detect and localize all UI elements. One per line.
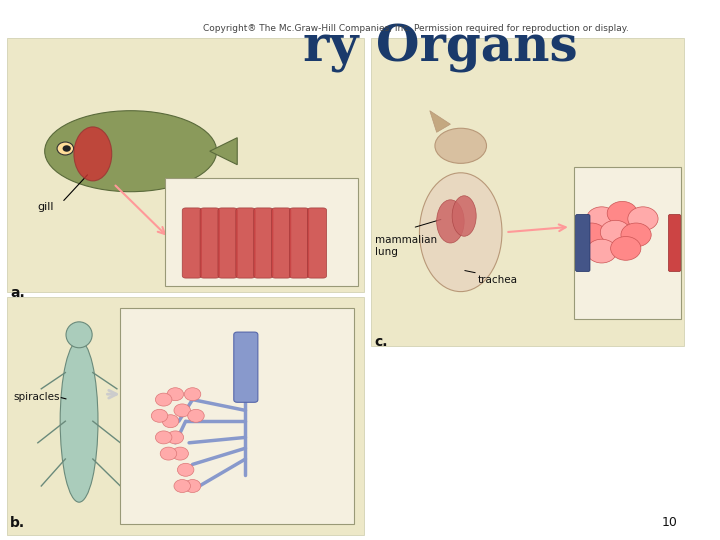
Circle shape [151,409,168,422]
Circle shape [587,239,617,263]
FancyBboxPatch shape [234,332,258,402]
Polygon shape [430,111,451,132]
FancyBboxPatch shape [372,38,684,346]
Text: CO: CO [318,362,333,372]
FancyBboxPatch shape [120,308,354,524]
Ellipse shape [66,322,92,348]
Text: 2: 2 [153,344,158,353]
Circle shape [177,463,194,476]
Ellipse shape [60,340,98,502]
Text: alveoli: alveoli [602,202,636,213]
Circle shape [184,480,201,492]
Text: 2: 2 [332,409,337,418]
Text: O: O [134,359,143,369]
Text: c.: c. [375,335,388,349]
Circle shape [628,207,658,231]
Text: CO: CO [134,346,150,356]
Text: 2: 2 [145,357,149,367]
Text: O: O [322,348,330,359]
Ellipse shape [452,195,476,237]
Text: O: O [176,235,184,245]
Text: a.: a. [10,286,25,300]
Circle shape [188,409,204,422]
Text: 2: 2 [634,244,638,253]
Circle shape [576,223,606,247]
Text: CO: CO [318,424,333,434]
FancyBboxPatch shape [289,208,309,278]
Circle shape [63,145,71,152]
Polygon shape [210,138,237,165]
FancyBboxPatch shape [236,208,255,278]
Circle shape [600,220,631,244]
Text: Copyright® The Mc.Graw-Hill Companies, Inc. Permission required for reproduction: Copyright® The Mc.Graw-Hill Companies, I… [203,24,629,33]
Circle shape [174,404,191,417]
FancyBboxPatch shape [668,214,681,272]
Text: spiracle: spiracle [207,500,248,510]
FancyBboxPatch shape [574,167,681,319]
Text: trachea: trachea [478,275,518,286]
FancyBboxPatch shape [575,214,590,272]
FancyBboxPatch shape [7,297,364,535]
Circle shape [587,207,617,231]
Text: gill filament: gill filament [285,251,348,261]
Text: 2: 2 [337,360,342,369]
Circle shape [156,393,172,406]
Circle shape [162,415,179,428]
Text: CO: CO [614,246,630,256]
Ellipse shape [45,111,217,192]
FancyBboxPatch shape [7,38,364,292]
Circle shape [156,431,172,444]
Circle shape [161,447,176,460]
Text: capillaries: capillaries [189,205,243,215]
Text: O: O [616,235,624,245]
Text: 2: 2 [196,244,201,253]
FancyBboxPatch shape [165,178,358,286]
Text: tracheoles: tracheoles [134,321,189,332]
Ellipse shape [74,127,112,181]
Circle shape [611,237,641,260]
FancyBboxPatch shape [271,208,291,278]
FancyBboxPatch shape [200,208,220,278]
Text: gill: gill [38,202,54,213]
Text: trachea: trachea [244,343,284,353]
Circle shape [57,142,73,155]
Circle shape [172,447,189,460]
Circle shape [621,223,651,247]
Text: 2: 2 [332,347,337,356]
Text: 2: 2 [337,422,342,431]
Text: O: O [322,410,330,421]
Circle shape [184,388,201,401]
Ellipse shape [436,200,464,243]
Text: 2: 2 [626,233,631,242]
FancyBboxPatch shape [253,208,273,278]
Circle shape [167,431,184,444]
Ellipse shape [420,173,502,292]
Text: blood vessels: blood vessels [597,276,667,287]
FancyBboxPatch shape [218,208,237,278]
Text: ry Organs: ry Organs [302,24,577,73]
Text: 10: 10 [662,516,678,529]
FancyBboxPatch shape [307,208,327,278]
Text: spiracles: spiracles [14,392,60,402]
Text: CO: CO [176,246,191,256]
Circle shape [607,201,637,225]
Text: 2: 2 [187,233,192,242]
Text: b.: b. [10,516,25,530]
Ellipse shape [435,128,487,163]
Circle shape [174,480,191,492]
FancyBboxPatch shape [182,208,202,278]
Circle shape [167,388,184,401]
Text: mammalian
lung: mammalian lung [375,235,437,256]
